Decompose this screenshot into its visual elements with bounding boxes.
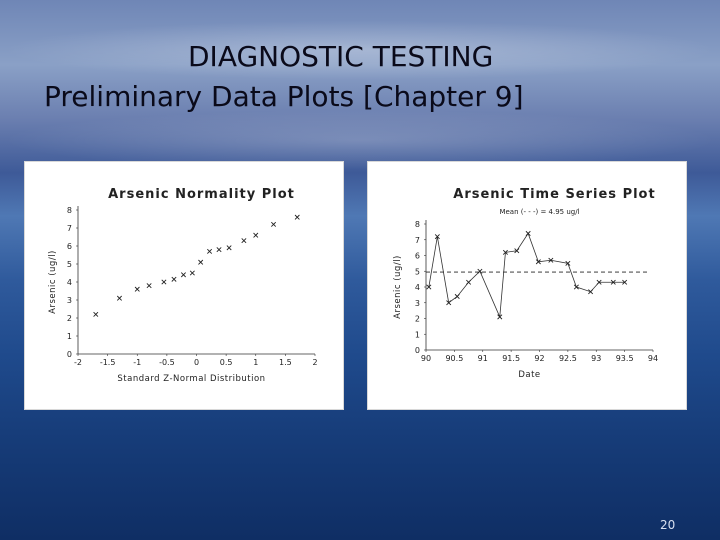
x-axis-label: Date [518,370,540,380]
x-tick-label: -1.5 [100,358,116,367]
data-point [502,249,508,255]
y-axis-label: Arsenic (ug/l) [393,255,403,319]
x-tick-label: 93.5 [616,354,634,363]
y-tick-label: 0 [415,346,420,355]
data-point [514,248,520,254]
x-tick-label: 0.5 [220,358,233,367]
data-point [596,279,602,285]
y-tick-label: 3 [67,296,72,305]
x-tick-label: 90.5 [445,354,463,363]
y-tick-label: 4 [415,283,420,292]
x-tick-label: -1 [133,358,141,367]
time-series-panel: Arsenic Time Series Plot 0 1 2 3 4 5 6 7 8 90 90.5 9… [367,161,687,410]
slide-subtitle: Preliminary Data Plots [Chapter 9] [44,80,524,113]
x-tick-label: 0 [194,358,199,367]
data-point [180,272,186,278]
sky-highlight [0,20,720,80]
x-axis-label: Standard Z-Normal Distribution [117,374,265,384]
data-point [161,279,167,285]
data-point [446,300,452,306]
chart-title: Arsenic Time Series Plot [453,187,655,202]
mean-annotation: Mean (- - -) = 4.95 ug/l [499,208,579,216]
x-tick-label: 1 [253,358,258,367]
data-point [434,234,440,240]
series-line [428,232,625,318]
y-tick-label: 6 [415,252,420,261]
data-point [216,247,222,253]
x-tick-label: 93 [591,354,601,363]
x-tick-label: -0.5 [159,358,175,367]
normality-plot-panel: Arsenic Normality Plot 0 1 2 3 4 5 6 7 8 -2 -1.5 -1 -… [24,161,344,410]
data-point [198,259,204,265]
y-tick-label: 1 [67,332,72,341]
slide-title: DIAGNOSTIC TESTING [188,40,494,73]
x-tick-label: 2 [312,358,317,367]
x-tick-label: -2 [74,358,82,367]
page-number: 20 [660,518,676,532]
data-point [253,232,259,238]
y-tick-label: 6 [67,242,72,251]
data-point [207,248,213,254]
chart-title: Arsenic Normality Plot [108,187,295,202]
data-point [535,259,541,265]
data-point [241,238,247,244]
data-point [171,276,177,282]
normality-plot: Arsenic Normality Plot 0 1 2 3 4 5 6 7 8 -2 -1.5 -1 -… [48,187,318,384]
y-tick-label: 2 [67,314,72,323]
x-tick-label: 90 [421,354,431,363]
x-tick-label: 91.5 [502,354,520,363]
y-tick-label: 7 [415,236,420,245]
data-point [525,230,531,236]
x-tick-label: 92.5 [559,354,577,363]
data-point [93,311,99,317]
data-point [466,279,472,285]
data-point [134,286,140,292]
data-point [271,221,277,227]
data-point [146,283,152,289]
data-point [477,268,483,274]
data-point [573,284,579,290]
x-tick-label: 1.5 [279,358,292,367]
y-axis-label: Arsenic (ug/l) [48,250,58,314]
data-point [189,270,195,276]
sky-highlight [0,110,720,170]
data-point [426,284,432,290]
y-tick-label: 2 [415,315,420,324]
data-point [294,214,300,220]
data-point [548,257,554,263]
data-point [497,314,503,320]
y-tick-label: 8 [67,206,72,215]
y-tick-label: 7 [67,224,72,233]
y-tick-label: 5 [415,267,420,276]
x-tick-label: 92 [534,354,544,363]
y-tick-label: 1 [415,330,420,339]
y-tick-label: 0 [67,350,72,359]
data-point [116,295,122,301]
data-point [588,289,594,295]
data-point [226,245,232,251]
time-series-plot: Arsenic Time Series Plot 0 1 2 3 4 5 6 7 8 90 90.5 9… [393,187,658,380]
data-point [565,260,571,266]
y-tick-label: 5 [67,260,72,269]
data-point [622,279,628,285]
y-tick-label: 4 [67,278,72,287]
data-point [454,293,460,299]
y-tick-label: 8 [415,220,420,229]
y-tick-label: 3 [415,299,420,308]
data-point [610,279,616,285]
x-tick-label: 91 [478,354,488,363]
x-tick-label: 94 [648,354,658,363]
